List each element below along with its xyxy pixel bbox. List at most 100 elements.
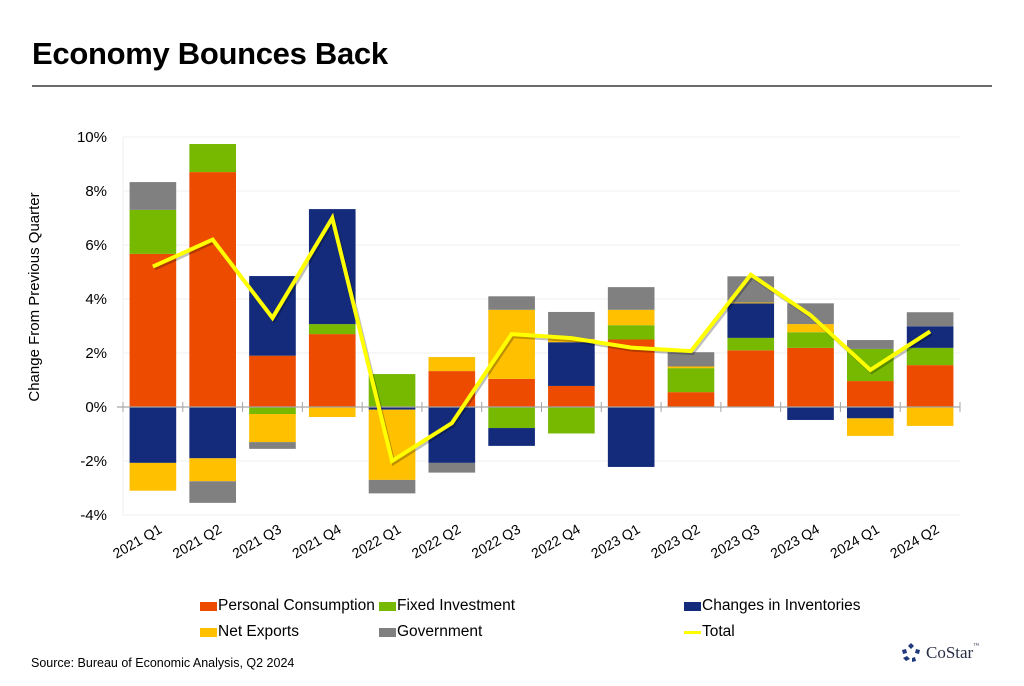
legend-item-fixed-investment: Fixed Investment <box>379 597 515 615</box>
legend-label: Net Exports <box>218 623 299 640</box>
legend-swatch <box>200 601 217 611</box>
legend-item-changes-in-inventories: Changes in Inventories <box>684 597 861 615</box>
bar-net-exports-2022-q3 <box>488 309 535 379</box>
y-tick-label: 8% <box>85 183 107 200</box>
title-divider <box>32 85 992 87</box>
logo-trademark: ™ <box>973 643 980 649</box>
y-tick-label: 2% <box>85 345 107 362</box>
bar-changes-in-inventories-2023-q1 <box>607 407 655 467</box>
legend-item-net-exports: Net Exports <box>200 623 299 641</box>
bar-personal-consumption-2021-q3 <box>249 355 296 407</box>
bar-changes-in-inventories-2021-q2 <box>189 407 236 459</box>
legend-item-personal-consumption: Personal Consumption <box>200 597 375 615</box>
bar-net-exports-2022-q1 <box>368 409 416 480</box>
y-tick-label: 4% <box>85 291 107 308</box>
bar-changes-in-inventories-2024-q2 <box>906 326 954 348</box>
bar-fixed-investment-2023-q2 <box>667 368 715 393</box>
bar-personal-consumption-2022-q4 <box>548 385 595 407</box>
bar-personal-consumption-2021-q2 <box>189 172 236 407</box>
bar-changes-in-inventories-2022-q4 <box>548 342 595 386</box>
x-tick-label: 2023 Q4 <box>768 521 823 562</box>
gridlines <box>122 136 960 516</box>
bar-government-2023-q2 <box>667 352 715 367</box>
bar-personal-consumption-2023-q1 <box>607 339 655 407</box>
bar-government-2022-q3 <box>488 296 535 310</box>
bar-government-2024-q1 <box>847 340 894 349</box>
bar-government-2022-q2 <box>428 462 476 473</box>
bar-changes-in-inventories-2023-q3 <box>727 303 775 338</box>
bar-changes-in-inventories-2021-q4 <box>308 209 356 325</box>
x-tick-label: 2021 Q1 <box>110 521 165 562</box>
legend-swatch <box>200 627 217 637</box>
logo-wordmark: CoStar <box>926 643 974 662</box>
bar-fixed-investment-2023-q1 <box>607 325 655 340</box>
bar-government-2024-q2 <box>906 312 954 327</box>
legend-item-total: Total <box>684 623 735 641</box>
bar-net-exports-2021-q3 <box>249 414 296 443</box>
bar-fixed-investment-2021-q2 <box>189 144 236 173</box>
bar-personal-consumption-2023-q2 <box>667 392 715 407</box>
bar-net-exports-2023-q3 <box>727 302 775 304</box>
bar-fixed-investment-2023-q4 <box>787 332 834 348</box>
total-line-group <box>152 212 933 467</box>
stacked-bar-chart: -4%-2%0%2%4%6%8%10% 2021 Q1 2021 Q2 2021 Q… <box>26 129 961 562</box>
bar-fixed-investment-2021-q4 <box>308 324 356 335</box>
bar-personal-consumption-2024-q2 <box>906 365 954 407</box>
x-tick-label: 2022 Q1 <box>349 521 404 562</box>
bar-personal-consumption-2023-q3 <box>727 350 775 407</box>
page-title: Economy Bounces Back <box>32 36 388 71</box>
legend-label: Changes in Inventories <box>702 597 861 614</box>
x-tick-label: 2022 Q2 <box>409 521 464 562</box>
bar-changes-in-inventories-2024-q1 <box>847 407 894 419</box>
bar-personal-consumption-2024-q1 <box>847 381 894 407</box>
bar-government-2023-q3 <box>727 276 775 303</box>
bar-fixed-investment-2022-q4 <box>548 407 595 434</box>
x-tick-label: 2021 Q2 <box>170 521 225 562</box>
axes <box>117 402 961 412</box>
bar-personal-consumption-2023-q4 <box>787 347 834 407</box>
source-note: Source: Bureau of Economic Analysis, Q2 … <box>31 656 295 670</box>
bar-fixed-investment-2021-q3 <box>249 407 296 415</box>
bar-net-exports-2022-q4 <box>548 338 595 343</box>
bar-government-2023-q1 <box>607 287 655 310</box>
bar-government-2021-q1 <box>129 182 177 210</box>
x-tick-label: 2022 Q3 <box>469 521 524 562</box>
bar-net-exports-2023-q2 <box>667 366 715 369</box>
bar-government-2022-q1 <box>368 479 416 494</box>
y-tick-label: 0% <box>85 399 107 416</box>
x-tick-label: 2022 Q4 <box>528 521 583 562</box>
x-tick-labels: 2021 Q1 2021 Q2 2021 Q3 2021 Q4 2022 Q1 2022 … <box>110 521 942 562</box>
bar-personal-consumption-2022-q3 <box>488 378 535 407</box>
legend-item-government: Government <box>379 623 482 641</box>
bar-personal-consumption-2021-q1 <box>129 253 177 407</box>
bar-net-exports-2024-q2 <box>906 407 954 426</box>
bar-fixed-investment-2024-q2 <box>906 347 954 366</box>
x-tick-label: 2021 Q4 <box>289 521 344 562</box>
logo-text: CoStar™ <box>926 643 979 663</box>
costar-star-icon <box>902 643 920 662</box>
y-tick-label: -2% <box>80 453 107 470</box>
bar-government-2021-q3 <box>249 442 296 449</box>
bar-fixed-investment-2021-q1 <box>129 209 177 254</box>
bar-net-exports-2023-q1 <box>607 309 655 326</box>
bar-net-exports-2023-q4 <box>787 324 834 333</box>
x-tick-label: 2024 Q2 <box>887 521 942 562</box>
legend-swatch <box>684 601 701 611</box>
bar-changes-in-inventories-2021-q1 <box>129 407 177 463</box>
y-tick-labels: -4% -2% 0% 2% 4% 6% 8% 10% <box>77 129 107 524</box>
legend-swatch <box>379 601 396 611</box>
legend-swatch <box>379 627 396 637</box>
bar-changes-in-inventories-2022-q3 <box>488 428 535 446</box>
bar-government-2021-q2 <box>189 481 236 503</box>
legend-label: Government <box>397 623 483 640</box>
legend-label: Fixed Investment <box>397 597 516 614</box>
y-tick-label: 10% <box>77 129 107 146</box>
bar-government-2022-q4 <box>548 311 595 339</box>
y-tick-label: 6% <box>85 237 107 254</box>
bar-net-exports-2021-q1 <box>129 462 177 491</box>
bar-net-exports-2024-q1 <box>847 418 894 436</box>
bars <box>129 144 954 503</box>
x-tick-label: 2024 Q1 <box>827 521 882 562</box>
bar-fixed-investment-2022-q3 <box>488 407 535 429</box>
x-tick-label: 2023 Q1 <box>588 521 643 562</box>
